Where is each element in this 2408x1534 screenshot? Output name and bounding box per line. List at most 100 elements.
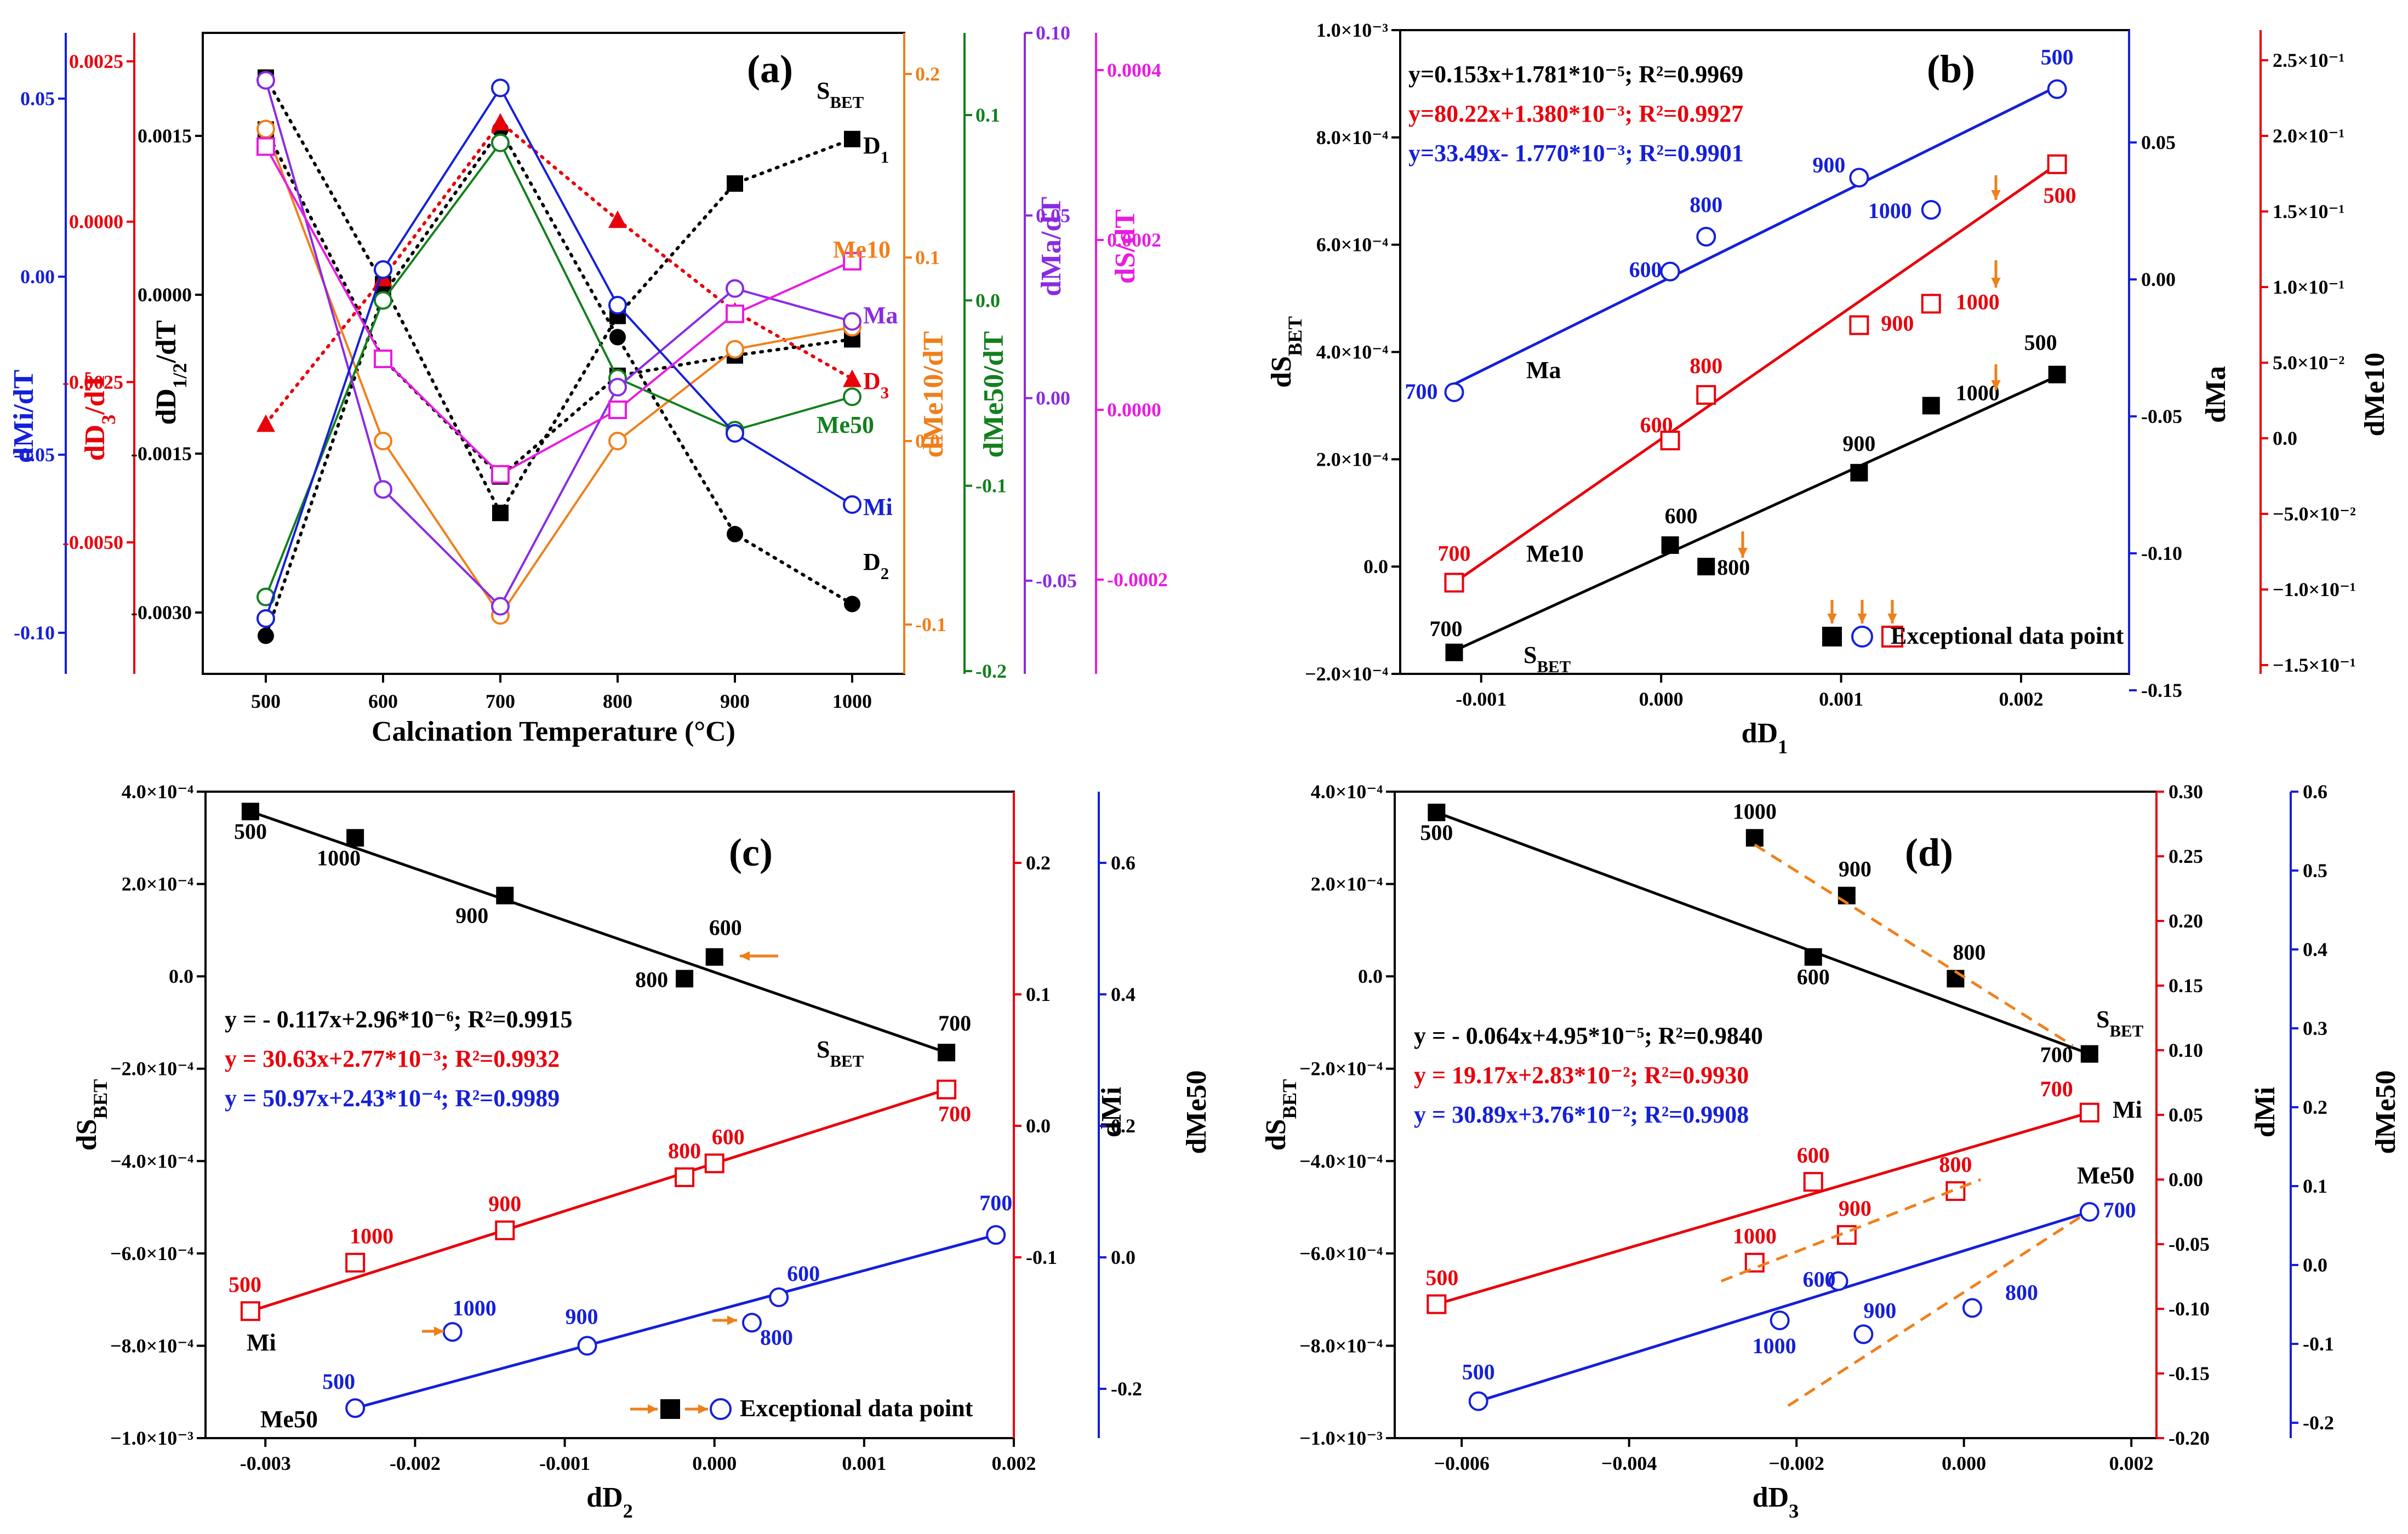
exception-trend-Me50 [1787, 1215, 2082, 1407]
exception-trend-Mi [1720, 1178, 1982, 1283]
y-axis-title-dD3: dD3/dT [79, 372, 119, 461]
y-axis-title-dS: dS/dT [1110, 209, 1141, 284]
point-label-Me50: 500 [1462, 1360, 1495, 1384]
series-label-Mi: Mi [2113, 1096, 2142, 1123]
x-axis-title-c: dD2 [586, 1482, 633, 1522]
point-label-Me50: 800 [2005, 1280, 2038, 1304]
data-point-Me10 [1696, 385, 1716, 405]
right-axis-tick-label-d: -0.20 [2169, 1427, 2210, 1449]
series-label-Me50: Me50 [260, 1406, 318, 1433]
series-label-Me50: Me50 [817, 411, 874, 438]
series-label-Ma: Ma [863, 302, 898, 329]
y-tick-label-c: 0.0 [169, 965, 193, 987]
y-axis-title-dMi: dMi/dT [8, 370, 39, 463]
right-axis-tick-label-d: 0.6 [2303, 781, 2327, 803]
data-point-Mi [937, 1079, 957, 1100]
series-label-D2: D2 [863, 548, 889, 583]
right-axis-tick-label-d: -0.1 [2303, 1333, 2334, 1355]
data-point-Ma [491, 597, 510, 616]
data-point-Me10 [1849, 315, 1869, 335]
y-axis-title-c: dSBET [71, 1079, 111, 1151]
panel-label-a: (a) [747, 47, 793, 91]
y-tick-label-a: -0.1 [975, 475, 1007, 497]
data-point-Me50 [843, 387, 861, 407]
point-label-S_BET: 700 [2040, 1043, 2073, 1067]
right-axis-tick-label-b: 1.5×10⁻¹ [2273, 201, 2344, 222]
legend-marker-square [1822, 627, 1842, 646]
x-tick-label-c: -0.001 [539, 1452, 590, 1474]
x-tick-label-c: 0.000 [692, 1452, 737, 1474]
data-point-Ma [1921, 200, 1941, 220]
data-point-Me10 [726, 340, 744, 359]
y-axis-title-dD3-sub: 3 [98, 415, 119, 425]
series-label-S-sub: BET [830, 1052, 864, 1071]
data-point-Mi [675, 1167, 695, 1187]
data-point-S_BET [2048, 365, 2066, 384]
y-tick-label-a: 0.1 [915, 247, 940, 268]
data-point-Me10 [374, 432, 392, 450]
y-axis-title-dMe10: dMe10/dT [918, 331, 949, 457]
series-label-S_BET: SBET [817, 77, 864, 112]
x-axis-title-d: dD3 [1753, 1482, 1799, 1522]
series-label-Me10: Me10 [1526, 540, 1584, 567]
y-axis-title-dD3-tail: /dT [79, 372, 111, 415]
fit-line-Ma [1453, 85, 2058, 386]
y-tick-label-d: 2.0×10⁻⁴ [1311, 873, 1383, 895]
point-label-Mi: 700 [938, 1102, 971, 1126]
fit-equation-d: y = 19.17x+2.83*10⁻²; R²=0.9930 [1414, 1062, 1749, 1089]
point-label-Mi: 500 [1425, 1266, 1458, 1290]
right-axis-tick-label-b: −5.0×10⁻² [2273, 503, 2356, 525]
legend-arrow-head [1887, 613, 1897, 623]
x-tick-label-c: -0.002 [390, 1452, 441, 1474]
right-axis-tick-label-c: -0.2 [1111, 1378, 1142, 1400]
point-label-Mi: 900 [488, 1192, 521, 1216]
right-axis-tick-label-d: 0.10 [2169, 1039, 2203, 1061]
data-point-D3 [608, 210, 627, 228]
data-point-D2 [609, 329, 626, 346]
legend-arrow-head [1827, 613, 1837, 623]
data-point-Mi [608, 296, 627, 314]
point-label-S_BET: 800 [635, 967, 668, 992]
data-point-Me50 [2079, 1202, 2099, 1222]
point-label-Mi: 800 [1939, 1152, 1972, 1177]
x-axis-title-a: Calcination Temperature (°C) [372, 716, 735, 747]
y-tick-label-a: -0.0015 [131, 443, 192, 465]
y-tick-label-d: −2.0×10⁻⁴ [1299, 1058, 1383, 1080]
y-tick-label-d: −6.0×10⁻⁴ [1299, 1243, 1383, 1264]
data-point-Me50 [491, 133, 510, 152]
data-point-Me50 [769, 1287, 789, 1307]
exception-arrow-b-head [1991, 190, 2001, 200]
x-tick-label-d: 0.000 [1942, 1452, 1986, 1474]
y-axis-title-c-base: dS [71, 1119, 102, 1150]
right-axis-tick-label-d: 0.4 [2303, 938, 2327, 960]
point-label-Mi: 1000 [350, 1224, 393, 1249]
data-point-S_BET [346, 829, 364, 847]
data-point-S_BET [1661, 536, 1679, 554]
data-point-Me10 [1660, 431, 1680, 451]
series-line-D2 [264, 126, 854, 638]
right-axis-tick-label-b: 1.0×10⁻¹ [2273, 276, 2344, 298]
point-label-Me50: 600 [787, 1261, 820, 1286]
series-label-S_BET-sub: BET [830, 93, 864, 112]
y-axis-title-dMe50: dMe50/dT [978, 331, 1009, 457]
exception-arrow-b-head [1738, 547, 1748, 558]
x-tick-label-a: 500 [251, 690, 281, 712]
legend-arrow-head [1857, 613, 1867, 623]
point-label-Ma: 600 [1629, 257, 1662, 282]
data-point-Me50 [1828, 1271, 1848, 1291]
y-tick-label-b: 0.0 [1363, 556, 1388, 577]
point-label-Me50: 1000 [453, 1296, 497, 1320]
x-tick-label-a: 700 [486, 690, 515, 712]
y-tick-label-b: 4.0×10⁻⁴ [1316, 341, 1389, 363]
series-line-Me50 [265, 140, 853, 598]
y-tick-label-a: 0.0000 [69, 211, 123, 233]
right-axis-tick-label-c: 0.2 [1026, 852, 1051, 874]
right-axis-title-b: dMe10 [2359, 352, 2390, 436]
data-point-S_BET [1850, 463, 1868, 482]
plot-area-a [202, 32, 905, 675]
data-point-Me10 [1921, 294, 1941, 314]
data-point-D2 [258, 627, 274, 644]
point-label-Ma: 500 [2041, 45, 2074, 70]
right-axis-tick-label-d: -0.10 [2169, 1298, 2210, 1320]
y-tick-label-c: −1.0×10⁻³ [110, 1427, 193, 1449]
